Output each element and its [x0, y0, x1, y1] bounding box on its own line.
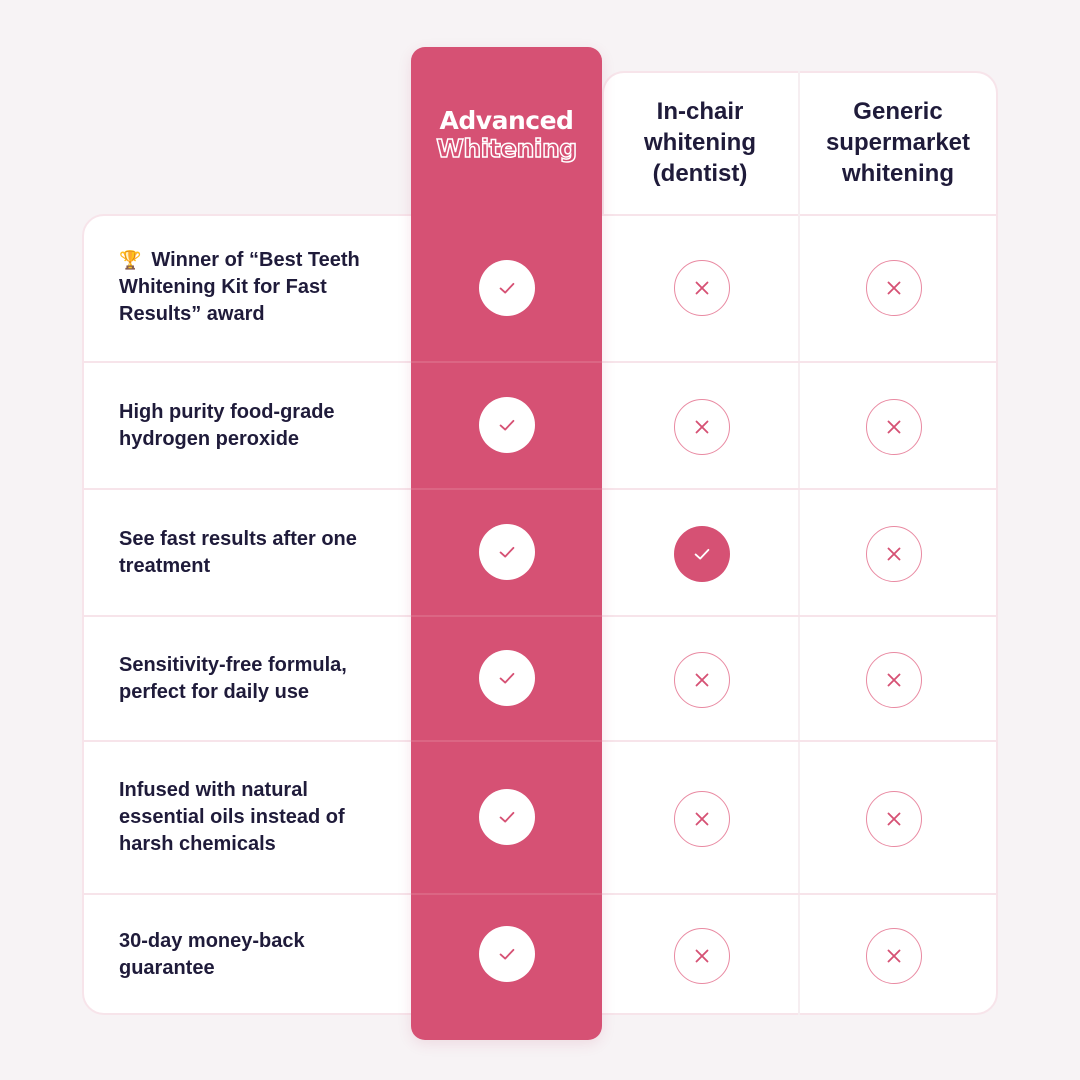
- feature-text: Winner of “Best Teeth Whitening Kit for …: [119, 249, 360, 325]
- check-icon: [478, 523, 535, 580]
- cross-icon: [674, 790, 730, 847]
- cross-icon: [866, 651, 922, 708]
- cross-icon: [866, 928, 922, 984]
- cross-icon: [674, 928, 730, 984]
- feature-label: See fast results after one treatment: [119, 490, 399, 615]
- feature-text: High purity food-grade hydrogen peroxide: [119, 400, 335, 450]
- check-icon: [478, 788, 535, 845]
- feature-text: Sensitivity-free formula, perfect for da…: [119, 653, 347, 703]
- row-divider: [411, 615, 602, 617]
- cross-icon: [866, 525, 922, 582]
- check-icon: [478, 926, 535, 982]
- cross-icon: [866, 790, 922, 847]
- cross-icon: [866, 398, 922, 455]
- cross-icon: [674, 259, 730, 316]
- brand-column-highlight: Advanced Whitening: [411, 47, 602, 1040]
- brand-logo-line1: Advanced: [439, 106, 574, 135]
- brand-logo-line2: Whitening: [436, 134, 578, 164]
- check-icon: [478, 259, 535, 316]
- feature-text: See fast results after one treatment: [119, 527, 357, 577]
- check-icon: [478, 396, 535, 453]
- feature-label: Sensitivity-free formula, perfect for da…: [119, 617, 399, 740]
- trophy-icon: 🏆: [119, 250, 142, 270]
- feature-text: Infused with natural essential oils inst…: [119, 779, 345, 855]
- column-header-in-chair: In-chair whitening (dentist): [644, 98, 756, 187]
- row-divider: [411, 740, 602, 742]
- table-row: 🏆 Winner of “Best Teeth Whitening Kit for…: [82, 214, 998, 361]
- feature-label: 🏆 Winner of “Best Teeth Whitening Kit for…: [119, 214, 399, 361]
- cross-icon: [674, 651, 730, 708]
- feature-text: 30-day money-back guarantee: [119, 930, 305, 979]
- row-divider: [411, 893, 602, 895]
- check-icon: [478, 649, 535, 706]
- row-divider: [411, 488, 602, 490]
- brand-logo: Advanced Whitening: [411, 106, 602, 164]
- cross-icon: [866, 259, 922, 316]
- header-background: [602, 71, 998, 214]
- feature-label: Infused with natural essential oils inst…: [119, 742, 399, 893]
- feature-label: 30-day money-back guarantee: [119, 895, 399, 1015]
- feature-label: High purity food-grade hydrogen peroxide: [119, 363, 399, 488]
- check-icon: [674, 525, 730, 582]
- cross-icon: [674, 398, 730, 455]
- column-divider: [798, 71, 800, 1015]
- table-row: See fast results after one treatment: [82, 488, 998, 615]
- column-header-generic: Generic supermarket whitening: [825, 98, 971, 187]
- row-divider: [411, 361, 602, 363]
